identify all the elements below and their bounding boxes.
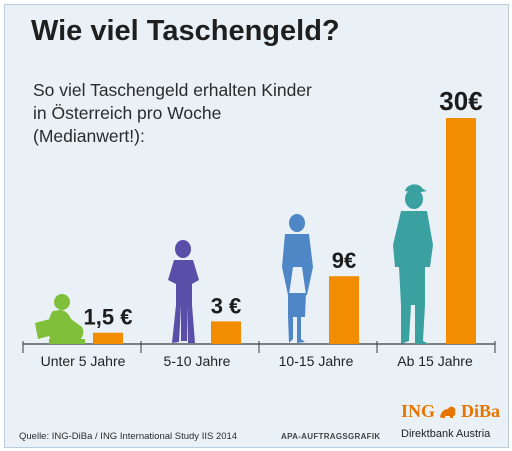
bar-value-label: 9€ <box>332 248 356 273</box>
credit-note: APA-AUFTRAGSGRAFIK <box>281 432 381 441</box>
bar-value-label: 3 € <box>211 293 242 318</box>
bar <box>211 321 241 344</box>
subtitle-line-2: in Österreich pro Woche <box>33 103 222 123</box>
sitting-child-icon <box>35 294 85 344</box>
category-label: 10-15 Jahre <box>279 353 354 369</box>
brand-name-suffix: DiBa <box>461 401 501 421</box>
page-title: Wie viel Taschengeld? <box>31 15 340 47</box>
category-label: Unter 5 Jahre <box>41 353 126 369</box>
brand-name: ING <box>401 401 436 421</box>
category-label: 5-10 Jahre <box>164 353 231 369</box>
bar-value-label: 30€ <box>439 86 482 116</box>
bar <box>329 276 359 344</box>
category-label: Ab 15 Jahre <box>397 353 473 369</box>
teen-figure-icon <box>282 214 313 343</box>
bar <box>446 118 476 344</box>
bar-value-label: 1,5 € <box>84 305 133 330</box>
source-note: Quelle: ING-DiBa / ING International Stu… <box>19 431 238 442</box>
lion-icon <box>440 406 456 418</box>
pocket-money-chart: Unter 5 Jahre 5-10 Jahre 10-15 Jahre Ab 15 … <box>22 86 496 369</box>
brand-logo: ING DiBa Direktbank Austria <box>401 401 505 440</box>
brand-tagline: Direktbank Austria <box>401 428 491 440</box>
subtitle-line-1: So viel Taschengeld erhalten Kinder <box>33 80 312 100</box>
child-figure-icon <box>168 240 199 343</box>
subtitle-line-3: (Medianwert!): <box>33 126 145 146</box>
chart-subtitle: So viel Taschengeld erhalten Kinder in Ö… <box>33 79 343 148</box>
bar <box>93 332 123 344</box>
infographic-card: Wie viel Taschengeld? So viel Taschengel… <box>4 4 509 448</box>
young-adult-figure-icon <box>393 184 433 344</box>
